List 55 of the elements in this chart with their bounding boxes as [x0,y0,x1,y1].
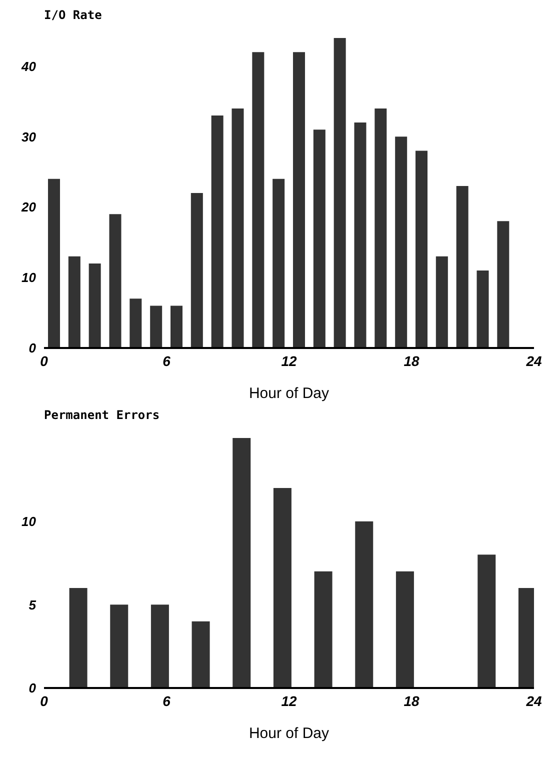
bar [272,178,285,348]
y-tick-label: 40 [20,58,37,74]
x-tick-label: 18 [404,692,420,709]
bar [497,221,510,348]
chart-title: I/O Rate [44,8,102,22]
bar [476,270,489,348]
bar [192,621,210,688]
bar [273,488,292,688]
bar [232,108,244,348]
bar [334,38,346,348]
bar [190,193,203,348]
bar [150,306,162,348]
bar [355,521,374,688]
x-tick-label: 24 [525,692,542,709]
y-tick-label: 0 [28,680,37,696]
x-tick-label: 6 [162,352,171,369]
bar [69,588,88,688]
y-tick-label: 10 [22,514,37,529]
x-tick-label: 0 [40,692,48,709]
bar [456,186,468,348]
bar [252,52,264,348]
x-tick-label: 12 [281,352,297,369]
bar [396,571,414,688]
x-tick-label: 12 [281,692,297,709]
bar [150,604,169,688]
bar [354,122,366,348]
bar [314,571,332,688]
bar [374,108,387,348]
x-tick-label: 0 [40,352,48,369]
bar [478,554,496,688]
y-tick-label: 0 [28,340,37,356]
y-tick-label: 5 [28,597,37,612]
bar [232,438,251,688]
bar [170,306,182,348]
bar [395,136,408,348]
x-axis-title: Hour of Day [248,385,330,402]
x-tick-label: 24 [525,352,542,369]
bar [48,178,60,348]
bar [293,52,305,348]
bar [416,150,428,348]
chart-title: Permanent Errors [44,408,160,422]
y-tick-label: 30 [22,129,37,144]
y-tick-label: 10 [22,270,37,286]
x-axis-title: Hour of Day [248,725,330,742]
bar [109,214,122,348]
bar [130,298,142,348]
y-tick-label: 20 [20,200,37,215]
x-tick-label: 18 [404,352,420,369]
bar [110,604,128,688]
bar [88,263,101,348]
x-tick-label: 6 [162,692,171,709]
bar [436,256,448,348]
bar [211,116,224,348]
bar [313,130,326,348]
bar [68,256,80,348]
